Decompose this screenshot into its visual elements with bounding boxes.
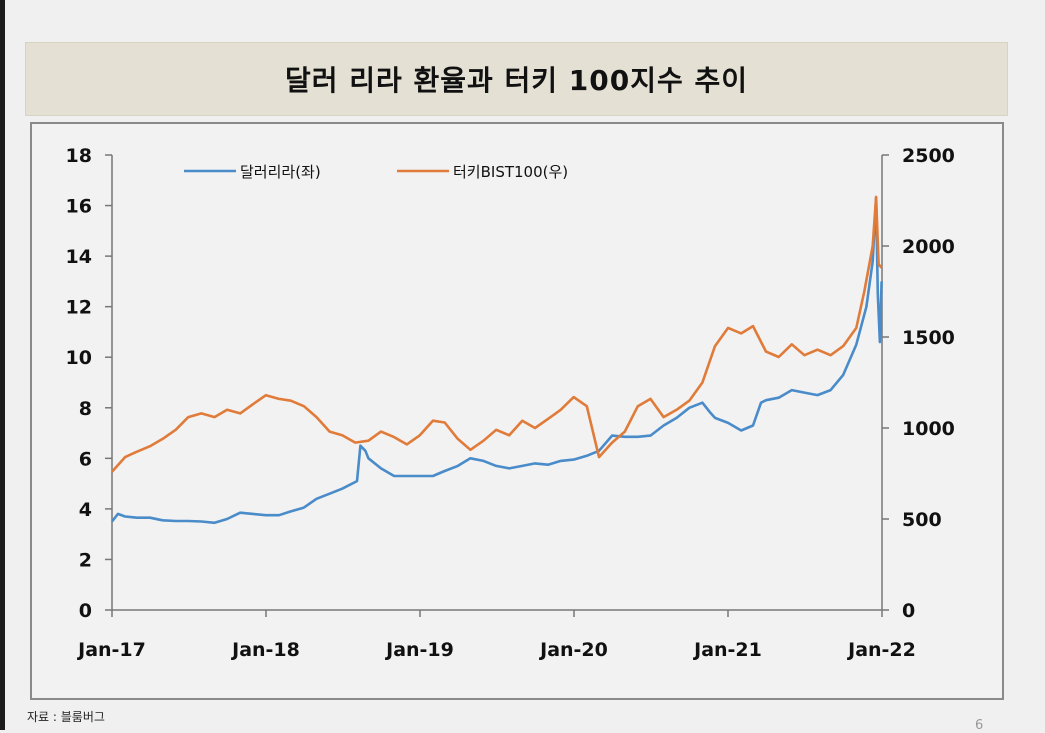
x-tick-label: Jan-22 (846, 639, 916, 661)
right-y-tick-label: 2000 (902, 236, 955, 258)
x-tick-label: Jan-18 (230, 639, 300, 661)
x-tick-label: Jan-20 (538, 639, 608, 661)
left-y-tick-label: 12 (66, 297, 92, 319)
x-tick-label: Jan-19 (384, 639, 454, 661)
right-y-tick-label: 1500 (902, 327, 955, 349)
page-number: 6 (975, 718, 984, 733)
legend-label-2: 터키BIST100(우) (453, 163, 568, 181)
left-y-tick-label: 14 (66, 246, 92, 268)
chart-svg: 0 2 4 6 8 10 12 14 16 18 0 500 1000 1500 2000 2500 Jan-1… (66, 145, 955, 661)
legend-label-1: 달러리라(좌) (240, 163, 321, 181)
left-y-tick-label: 0 (79, 600, 92, 622)
x-tick-label: Jan-17 (76, 639, 146, 661)
series-line-2 (111, 195, 883, 473)
x-tick-label: Jan-21 (692, 639, 762, 661)
left-edge-bar (0, 0, 5, 730)
left-y-tick-label: 16 (66, 196, 92, 218)
right-y-tick-label: 1000 (902, 418, 955, 440)
chart-title: 달러 리라 환율과 터키 100지수 추이 (284, 64, 749, 97)
left-y-tick-label: 2 (79, 549, 92, 571)
title-panel: 달러 리라 환율과 터키 100지수 추이 (25, 42, 1008, 116)
series-line-1 (110, 196, 883, 525)
left-y-tick-label: 4 (79, 499, 92, 521)
left-y-tick-label: 18 (66, 145, 92, 167)
right-y-tick-label: 500 (902, 509, 942, 531)
left-y-tick-label: 8 (79, 398, 92, 420)
right-y-tick-label: 2500 (902, 145, 955, 167)
source-note: 자료 : 블룸버그 (27, 710, 105, 724)
chart-frame: 0 2 4 6 8 10 12 14 16 18 0 500 1000 1500 2000 2500 Jan-1… (30, 122, 1004, 700)
left-y-tick-label: 6 (79, 448, 92, 470)
right-y-tick-label: 0 (902, 600, 915, 622)
left-y-tick-label: 10 (66, 347, 92, 369)
